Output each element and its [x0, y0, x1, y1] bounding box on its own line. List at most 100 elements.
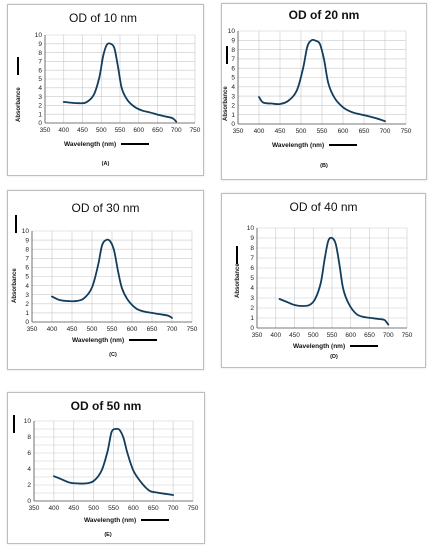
y-tick-label: 10	[247, 225, 255, 232]
y-tick-label: 6	[38, 67, 42, 74]
chart-title: OD of 10 nm	[68, 11, 138, 25]
x-tick-label: 650	[364, 332, 375, 339]
chart-plot: 350 400 450 500 550 600 650 700 750 0 2 4 6 8 10	[24, 418, 199, 512]
y-tick-label: 7	[25, 256, 29, 263]
x-axis-label-text: Wavelength (nm)	[293, 343, 346, 350]
x-tick-label: 550	[317, 128, 328, 135]
chart-plot: 350 400 450 500 550 600 650 700 750 0 1 2 3 4 5 6 7 8 9 10	[22, 228, 198, 333]
y-tick-label: 2	[231, 103, 235, 110]
y-axis-label: Absorbance	[12, 268, 18, 303]
panel-label: (C)	[109, 352, 117, 358]
y-tick-label: 3	[38, 94, 42, 101]
x-tick-label: 400	[254, 128, 265, 135]
x-tick-label: 350	[40, 127, 51, 134]
y-tick-label: 8	[38, 50, 42, 57]
x-tick-label: 400	[270, 332, 281, 339]
y-tick-label: 4	[27, 466, 31, 473]
x-tick-label: 700	[171, 127, 182, 134]
y-tick-label: 6	[25, 265, 29, 272]
y-tick-label: 5	[38, 76, 42, 83]
x-tick-label: 700	[167, 326, 178, 333]
x-tick-label: 400	[48, 505, 59, 512]
x-axis-label: Wavelength (nm)	[293, 343, 379, 350]
absorbance-series-line	[62, 42, 178, 123]
x-tick-label: 600	[345, 332, 356, 339]
x-tick-label: 600	[338, 128, 349, 135]
x-tick-label: 350	[27, 326, 38, 333]
x-tick-label: 700	[383, 332, 394, 339]
x-tick-label: 550	[115, 127, 126, 134]
y-tick-label: 10	[24, 418, 32, 425]
panel-label: (E)	[104, 532, 112, 538]
y-tick-label: 1	[38, 111, 42, 118]
x-tick-label: 500	[88, 505, 99, 512]
y-tick-label: 3	[250, 295, 254, 302]
y-tick-label: 1	[250, 315, 254, 322]
y-tick-label: 8	[27, 434, 31, 441]
y-tick-label: 5	[250, 275, 254, 282]
y-axis-label: Absorbance	[16, 87, 22, 122]
x-tick-label: 500	[308, 332, 319, 339]
y-tick-label: 7	[250, 255, 254, 262]
x-tick-label: 450	[275, 128, 286, 135]
y-tick-label: 5	[25, 274, 29, 281]
chart-panel-c: OD of 30 nm 350 400 450 500 550 600 650 700 750 0…	[7, 190, 204, 370]
panel-label: (A)	[101, 161, 110, 167]
absorbance-series-line	[52, 427, 175, 496]
y-tick-label: 0	[250, 325, 254, 332]
y-tick-label: 7	[38, 59, 42, 66]
absorbance-series-line	[278, 236, 390, 326]
y-tick-label: 9	[231, 38, 235, 45]
y-tick-label: 9	[250, 235, 254, 242]
y-axis-label: Absorbance	[223, 86, 229, 121]
y-tick-label: 6	[231, 65, 235, 72]
y-tick-label: 5	[231, 75, 235, 82]
x-axis-label-text: Wavelength (nm)	[64, 141, 117, 148]
x-axis-label: Wavelength (nm)	[72, 337, 158, 344]
x-tick-label: 600	[127, 326, 138, 333]
chart-panel-e: OD of 50 nm 350 400 450 500 550 600 650 700 750 0…	[7, 392, 205, 544]
y-tick-label: 2	[38, 103, 42, 110]
panel-label: (D)	[330, 354, 338, 360]
x-tick-label: 550	[107, 326, 118, 333]
x-axis-label: Wavelength (nm)	[84, 517, 170, 524]
x-axis-label-text: Wavelength (nm)	[84, 517, 137, 524]
x-axis-mark	[121, 143, 150, 146]
x-tick-label: 500	[296, 128, 307, 135]
x-tick-label: 400	[58, 127, 69, 134]
x-tick-label: 750	[402, 332, 413, 339]
x-tick-label: 650	[359, 128, 370, 135]
x-tick-label: 450	[67, 326, 78, 333]
y-tick-label: 9	[25, 237, 29, 244]
y-tick-label: 3	[231, 93, 235, 100]
y-tick-label: 8	[25, 246, 29, 253]
y-tick-label: 4	[38, 85, 42, 92]
y-tick-label: 2	[250, 305, 254, 312]
x-tick-label: 350	[252, 332, 263, 339]
x-tick-label: 650	[152, 127, 163, 134]
x-tick-label: 350	[29, 505, 40, 512]
chart-title: OD of 30 nm	[71, 201, 140, 215]
y-tick-label: 6	[250, 265, 254, 272]
x-tick-label: 700	[168, 505, 179, 512]
absorbance-mark	[226, 46, 228, 64]
x-tick-label: 450	[68, 505, 79, 512]
x-axis-mark	[141, 519, 170, 522]
x-tick-label: 650	[148, 505, 159, 512]
x-tick-label: 750	[188, 505, 199, 512]
y-tick-label: 1	[25, 310, 29, 317]
chart-title: OD of 50 nm	[70, 399, 142, 413]
x-tick-label: 600	[133, 127, 144, 134]
x-axis-label: Wavelength (nm)	[64, 141, 150, 148]
y-tick-label: 4	[250, 285, 254, 292]
absorbance-series-line	[51, 238, 173, 319]
y-tick-label: 0	[27, 498, 31, 505]
x-axis-label-text: Wavelength (nm)	[72, 337, 125, 344]
x-tick-label: 700	[380, 128, 391, 135]
y-tick-label: 2	[27, 482, 31, 489]
chart-panel-b: OD of 20 nm 350 400 450 500 550 600 650 700 750 0…	[221, 3, 427, 180]
absorbance-mark	[236, 246, 238, 264]
y-tick-label: 8	[250, 245, 254, 252]
y-axis-label: Absorbance	[235, 263, 241, 298]
x-axis-mark	[129, 339, 158, 342]
